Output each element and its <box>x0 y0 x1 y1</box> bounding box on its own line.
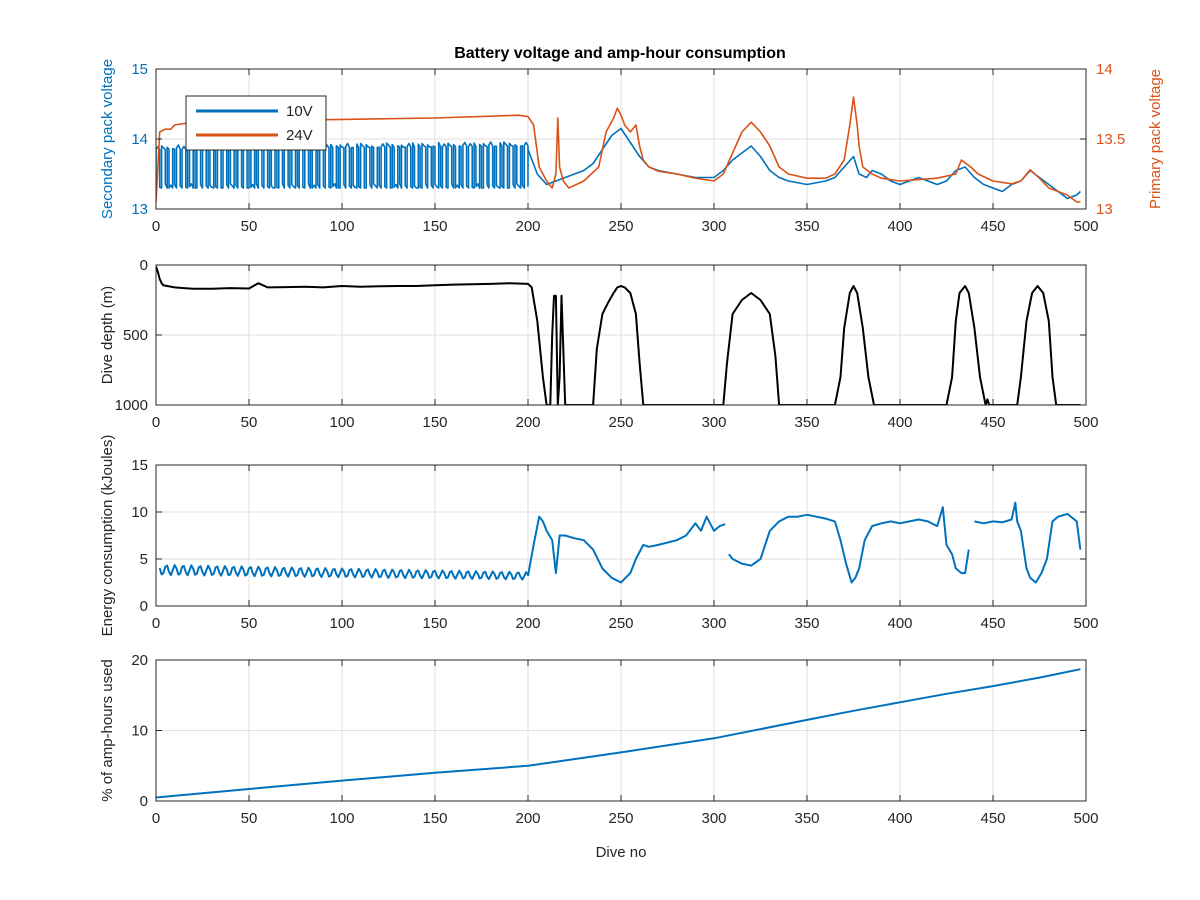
voltage-xtick-label: 400 <box>887 218 912 235</box>
voltage-xtick-label: 50 <box>241 218 258 235</box>
amphours-series-line <box>156 668 1081 799</box>
depth-panel: 0 50 100 150 200 250 300 350 400 450 500 0 500 1000 D… <box>99 257 1099 431</box>
depth-xtick-label: 250 <box>608 414 633 431</box>
energy-series-line-segment-1 <box>728 506 970 584</box>
voltage-left-ylabel: Secondary pack voltage <box>99 59 116 219</box>
depth-xtick-label: 200 <box>515 414 540 431</box>
energy-xtick-label: 100 <box>329 615 354 632</box>
energy-ylabel: Energy consumption (kJoules) <box>99 435 116 637</box>
amphours-plot-area <box>156 668 1081 799</box>
amphours-xtick-label: 0 <box>152 810 160 827</box>
amphours-xtick-label: 250 <box>608 810 633 827</box>
depth-ytick-label: 500 <box>123 327 148 344</box>
depth-ticks: 0 50 100 150 200 250 300 350 400 450 500 0 500 1000 <box>115 257 1099 431</box>
amphours-panel: 0 50 100 150 200 250 300 350 400 450 500 0 10 20 % of… <box>99 652 1099 861</box>
amphours-xtick-label: 500 <box>1073 810 1098 827</box>
legend-label-24v: 24V <box>286 127 313 144</box>
depth-xtick-label: 500 <box>1073 414 1098 431</box>
amphours-xtick-label: 150 <box>422 810 447 827</box>
voltage-xtick-label: 100 <box>329 218 354 235</box>
energy-xtick-label: 300 <box>701 615 726 632</box>
amphours-xtick-label: 300 <box>701 810 726 827</box>
depth-xtick-label: 450 <box>980 414 1005 431</box>
energy-series-line-segment-0 <box>527 515 726 584</box>
depth-series-line <box>156 266 1081 405</box>
depth-plot-area <box>156 266 1081 405</box>
voltage-ytick-label: 14 <box>131 131 148 148</box>
energy-panel: 0 50 100 150 200 250 300 350 400 450 500 0 5 10 15 Ene… <box>99 435 1099 637</box>
depth-ytick-label: 1000 <box>115 397 148 414</box>
voltage-right-ylabel: Primary pack voltage <box>1147 69 1164 209</box>
depth-xtick-label: 0 <box>152 414 160 431</box>
depth-xtick-label: 300 <box>701 414 726 431</box>
depth-ytick-label: 0 <box>140 257 148 274</box>
voltage-series-24v <box>156 96 1081 203</box>
voltage-xtick-label: 500 <box>1073 218 1098 235</box>
depth-xtick-label: 100 <box>329 414 354 431</box>
amphours-ytick-label: 10 <box>131 723 148 740</box>
voltage-xtick-label: 250 <box>608 218 633 235</box>
energy-xtick-label: 0 <box>152 615 160 632</box>
energy-xtick-label: 400 <box>887 615 912 632</box>
energy-xtick-label: 350 <box>794 615 819 632</box>
depth-xtick-label: 350 <box>794 414 819 431</box>
energy-xtick-label: 200 <box>515 615 540 632</box>
energy-ticks: 0 50 100 150 200 250 300 350 400 450 500 0 5 10 15 <box>131 457 1098 632</box>
energy-xtick-label: 250 <box>608 615 633 632</box>
depth-xtick-label: 150 <box>422 414 447 431</box>
voltage-ytick-label: 13 <box>131 201 148 218</box>
voltage-xtick-label: 200 <box>515 218 540 235</box>
amphours-ticks: 0 50 100 150 200 250 300 350 400 450 500 0 10 20 <box>131 652 1098 827</box>
energy-xtick-label: 50 <box>241 615 258 632</box>
amphours-xlabel: Dive no <box>596 844 647 861</box>
amphours-ytick-label: 20 <box>131 652 148 669</box>
amphours-xtick-label: 350 <box>794 810 819 827</box>
amphours-ytick-label: 0 <box>140 793 148 810</box>
voltage-ytick-right-label: 13.5 <box>1096 131 1125 148</box>
depth-ylabel: Dive depth (m) <box>99 286 116 384</box>
voltage-xtick-label: 350 <box>794 218 819 235</box>
voltage-ytick-right-label: 14 <box>1096 61 1113 78</box>
depth-xtick-label: 50 <box>241 414 258 431</box>
voltage-xtick-label: 450 <box>980 218 1005 235</box>
amphours-xtick-label: 100 <box>329 810 354 827</box>
amphours-xtick-label: 450 <box>980 810 1005 827</box>
figure-title: Battery voltage and amp-hour consumption <box>454 45 786 62</box>
depth-xtick-label: 400 <box>887 414 912 431</box>
voltage-ticks: 0 50 100 150 200 250 300 350 400 450 5001314151313… <box>131 61 1125 235</box>
voltage-xtick-label: 0 <box>152 218 160 235</box>
voltage-ytick-right-label: 13 <box>1096 201 1113 218</box>
voltage-legend: 10V 24V <box>185 95 327 151</box>
energy-ytick-label: 5 <box>140 551 148 568</box>
energy-xtick-label: 150 <box>422 615 447 632</box>
voltage-series-10v <box>527 127 1081 200</box>
energy-series-line-oscillation <box>158 564 529 581</box>
amphours-xtick-label: 400 <box>887 810 912 827</box>
voltage-xtick-label: 150 <box>422 218 447 235</box>
energy-ytick-label: 15 <box>131 457 148 474</box>
voltage-plot-area <box>156 96 1081 203</box>
voltage-xtick-label: 300 <box>701 218 726 235</box>
amphours-ylabel: % of amp-hours used <box>99 659 116 802</box>
voltage-panel: 0 50 100 150 200 250 300 350 400 450 5001314151313… <box>99 59 1164 235</box>
energy-ytick-label: 0 <box>140 598 148 615</box>
energy-xtick-label: 500 <box>1073 615 1098 632</box>
voltage-ytick-label: 15 <box>131 61 148 78</box>
energy-plot-area <box>158 501 1082 584</box>
legend-box <box>185 95 327 151</box>
energy-series-line-segment-2 <box>974 501 1082 584</box>
voltage-series-10v-toggle <box>156 141 529 189</box>
amphours-xtick-label: 200 <box>515 810 540 827</box>
energy-ytick-label: 10 <box>131 504 148 521</box>
amphours-xtick-label: 50 <box>241 810 258 827</box>
energy-xtick-label: 450 <box>980 615 1005 632</box>
legend-label-10v: 10V <box>286 103 313 120</box>
